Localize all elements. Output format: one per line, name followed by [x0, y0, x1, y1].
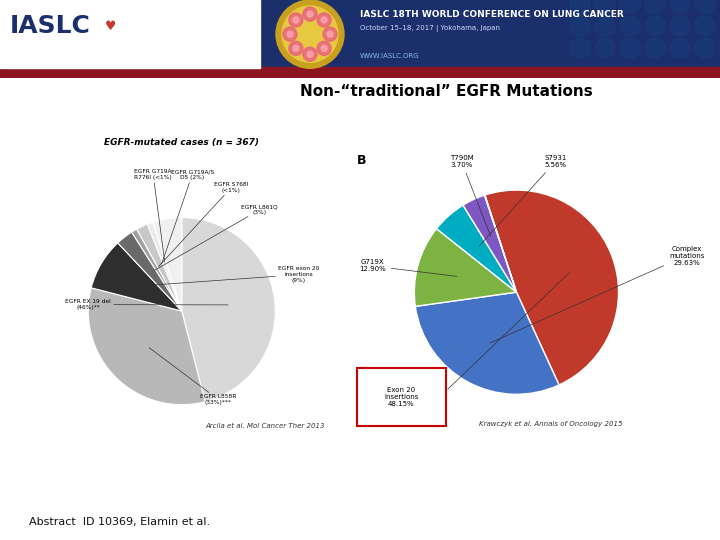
Circle shape — [570, 16, 590, 36]
Text: EGFR L861Q
(3%): EGFR L861Q (3%) — [154, 204, 278, 271]
Text: EGFR EX 19 del
(46%)**: EGFR EX 19 del (46%)** — [66, 299, 228, 310]
Circle shape — [695, 16, 715, 36]
Circle shape — [317, 13, 331, 27]
Bar — [0, 68, 720, 78]
Circle shape — [307, 51, 313, 57]
Wedge shape — [89, 288, 205, 404]
Text: EGFR exon 20
insertions
(9%): EGFR exon 20 insertions (9%) — [142, 266, 320, 286]
Wedge shape — [148, 222, 181, 311]
Text: S7931
5.56%: S7931 5.56% — [480, 155, 567, 246]
Circle shape — [323, 27, 337, 41]
Text: T790M
3.70%: T790M 3.70% — [449, 155, 490, 236]
Text: IASLC 18TH WORLD CONFERENCE ON LUNG CANCER: IASLC 18TH WORLD CONFERENCE ON LUNG CANC… — [360, 10, 624, 18]
Wedge shape — [463, 195, 516, 292]
Circle shape — [303, 7, 317, 21]
Text: Exon 20
insertions
48.15%: Exon 20 insertions 48.15% — [384, 387, 418, 407]
Circle shape — [289, 41, 303, 56]
Text: EGFR G719A
R776I (<1%): EGFR G719A R776I (<1%) — [135, 169, 172, 262]
Bar — [356, 368, 446, 426]
Circle shape — [670, 16, 690, 36]
Text: EGFR S768I
(<1%): EGFR S768I (<1%) — [158, 183, 248, 267]
Circle shape — [695, 38, 715, 58]
Circle shape — [321, 45, 327, 51]
Wedge shape — [436, 205, 516, 292]
Circle shape — [287, 31, 293, 37]
Circle shape — [620, 0, 640, 14]
Text: October 15–18, 2017 | Yokohama, Japan: October 15–18, 2017 | Yokohama, Japan — [360, 25, 500, 32]
Circle shape — [570, 38, 590, 58]
Wedge shape — [118, 232, 181, 311]
Circle shape — [645, 0, 665, 14]
Text: INTERNATIONAL ASSOCIATION FOR THE STUDY OF LUNG CANCER: INTERNATIONAL ASSOCIATION FOR THE STUDY … — [10, 59, 180, 64]
Wedge shape — [414, 228, 516, 306]
Text: Krawczyk et al. Annals of Oncology 2015: Krawczyk et al. Annals of Oncology 2015 — [479, 421, 623, 427]
Circle shape — [645, 16, 665, 36]
Circle shape — [327, 31, 333, 37]
Circle shape — [595, 0, 615, 14]
Text: EGFR L858R
(33%)***: EGFR L858R (33%)*** — [149, 348, 236, 405]
Circle shape — [670, 0, 690, 14]
Circle shape — [645, 38, 665, 58]
Bar — [0, 0, 720, 68]
Text: ♥: ♥ — [105, 19, 116, 32]
Text: WWW.IASLC.ORG: WWW.IASLC.ORG — [360, 53, 420, 59]
Wedge shape — [485, 195, 516, 292]
Circle shape — [282, 6, 338, 62]
Circle shape — [595, 16, 615, 36]
Wedge shape — [132, 229, 181, 311]
Circle shape — [293, 17, 299, 23]
Text: Complex
mutations
29.63%: Complex mutations 29.63% — [491, 246, 704, 343]
Circle shape — [303, 47, 317, 61]
Circle shape — [695, 0, 715, 14]
Text: G719X
12.90%: G719X 12.90% — [359, 260, 457, 276]
Title: EGFR-mutated cases (n = 367): EGFR-mutated cases (n = 367) — [104, 138, 259, 146]
Wedge shape — [181, 218, 275, 402]
Text: Non-“traditional” EGFR Mutations: Non-“traditional” EGFR Mutations — [300, 84, 593, 99]
Text: IASLC: IASLC — [10, 14, 91, 38]
Wedge shape — [153, 218, 181, 311]
Circle shape — [276, 0, 344, 68]
Circle shape — [321, 17, 327, 23]
Text: EGFR G719A/S
D5 (2%): EGFR G719A/S D5 (2%) — [162, 169, 214, 264]
Circle shape — [670, 38, 690, 58]
Circle shape — [620, 16, 640, 36]
Circle shape — [283, 27, 297, 41]
Text: Arcila et al. Mol Cancer Ther 2013: Arcila et al. Mol Cancer Ther 2013 — [206, 423, 325, 429]
Circle shape — [595, 38, 615, 58]
Circle shape — [293, 45, 299, 51]
Bar — [0, 0, 260, 68]
Circle shape — [289, 13, 303, 27]
Wedge shape — [485, 190, 618, 385]
Circle shape — [570, 0, 590, 14]
Circle shape — [317, 41, 331, 56]
Wedge shape — [91, 243, 181, 311]
Text: B: B — [356, 154, 366, 167]
Circle shape — [307, 11, 313, 17]
Wedge shape — [137, 224, 181, 311]
Text: Abstract  ID 10369, Elamin et al.: Abstract ID 10369, Elamin et al. — [29, 516, 210, 526]
Wedge shape — [415, 292, 559, 394]
Circle shape — [620, 38, 640, 58]
